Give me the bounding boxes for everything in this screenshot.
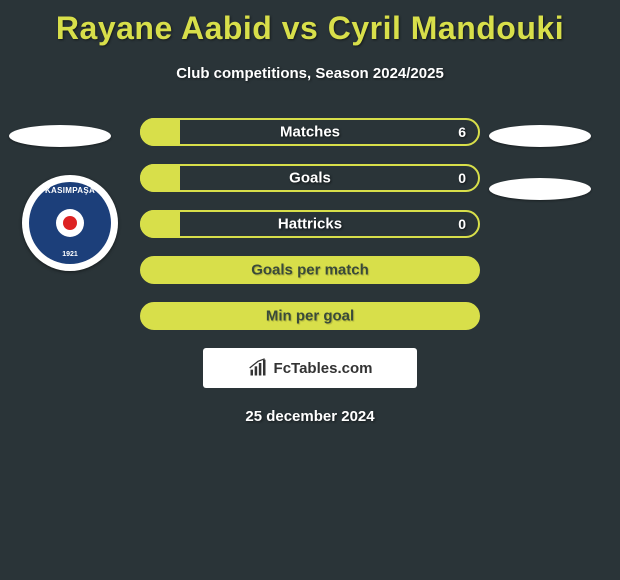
player-right-placeholder-2 xyxy=(489,178,591,200)
club-badge-inner: KASIMPAŞA 1921 xyxy=(29,182,111,264)
stat-label: Goals xyxy=(140,170,480,187)
chart-icon xyxy=(248,358,268,378)
stat-row: Matches6 xyxy=(140,118,480,146)
stat-value: 0 xyxy=(458,216,466,232)
club-badge: KASIMPAŞA 1921 xyxy=(22,175,118,271)
player-left-placeholder xyxy=(9,125,111,147)
stat-row: Min per goal xyxy=(140,302,480,330)
subtitle: Club competitions, Season 2024/2025 xyxy=(0,65,620,82)
branding-logo[interactable]: FcTables.com xyxy=(203,348,417,388)
club-name: KASIMPAŞA xyxy=(29,186,111,195)
player-right-placeholder-1 xyxy=(489,125,591,147)
stat-label: Hattricks xyxy=(140,216,480,233)
club-year: 1921 xyxy=(29,251,111,258)
stat-row: Hattricks0 xyxy=(140,210,480,238)
stat-label: Matches xyxy=(140,124,480,141)
branding-label: FcTables.com xyxy=(274,360,373,377)
stat-label: Min per goal xyxy=(140,308,480,325)
date-label: 25 december 2024 xyxy=(0,408,620,425)
stat-value: 0 xyxy=(458,170,466,186)
stat-label: Goals per match xyxy=(140,262,480,279)
page-title: Rayane Aabid vs Cyril Mandouki xyxy=(0,0,620,47)
stat-row: Goals per match xyxy=(140,256,480,284)
club-flag-icon xyxy=(56,209,84,237)
stat-row: Goals0 xyxy=(140,164,480,192)
stat-value: 6 xyxy=(458,124,466,140)
